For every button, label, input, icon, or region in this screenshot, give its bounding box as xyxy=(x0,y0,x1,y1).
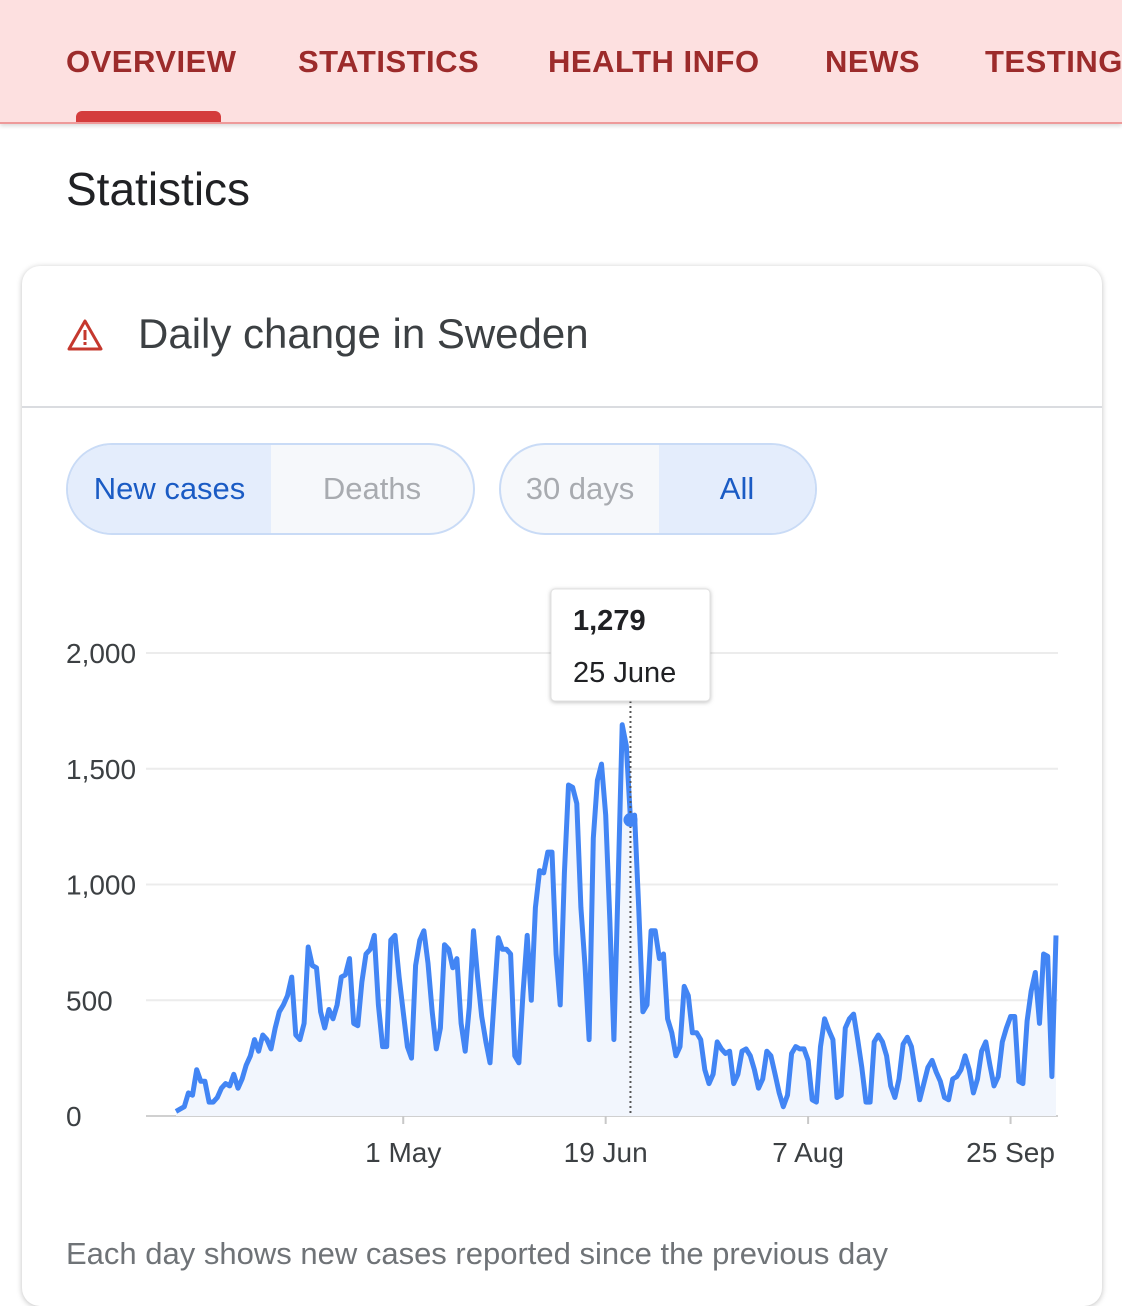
range-toggle: 30 days All xyxy=(499,443,817,535)
tooltip-point xyxy=(623,812,638,827)
chart: 0 500 1,000 1,500 2,000 1 May 19 Jun 7 Aug 25 Se… xyxy=(66,588,1059,1168)
tab[interactable]: TESTING xyxy=(985,44,1122,79)
y-tick-label: 1,500 xyxy=(66,754,136,785)
line xyxy=(174,722,1059,1114)
y-tick-label: 500 xyxy=(66,985,113,1016)
warning-icon xyxy=(67,319,103,351)
nav-bar: OVERVIEW STATISTICS HEALTH INFO NEWS TES… xyxy=(0,0,1122,124)
active-indicator xyxy=(76,111,221,122)
tab[interactable]: STATISTICS xyxy=(298,44,480,79)
y-tick-label: 1,000 xyxy=(66,870,136,901)
x-tick-label: 25 Sep xyxy=(966,1137,1055,1168)
card: Daily change in Sweden New cases Deaths … xyxy=(22,266,1102,1306)
tab[interactable]: NEWS xyxy=(825,44,920,79)
page: OVERVIEW STATISTICS HEALTH INFO NEWS TES… xyxy=(0,0,1122,1271)
heading: Statistics xyxy=(66,163,251,215)
metric-toggle: New cases Deaths xyxy=(66,443,475,535)
toggle-option[interactable]: 30 days xyxy=(525,471,635,506)
tooltip-date: 25 June xyxy=(573,657,676,689)
area xyxy=(176,724,1056,1116)
tab[interactable]: HEALTH INFO xyxy=(548,44,760,79)
tooltip-box xyxy=(550,588,711,702)
card-title: Daily change in Sweden xyxy=(138,310,589,357)
divider xyxy=(22,406,1102,408)
tooltip-value: 1,279 xyxy=(573,605,646,637)
y-tick-label: 0 xyxy=(66,1101,82,1132)
footnote: Each day shows new cases reported since … xyxy=(66,1236,888,1271)
toggle-option[interactable]: New cases xyxy=(68,445,271,533)
toggle-option[interactable]: Deaths xyxy=(322,471,422,506)
toggle-option[interactable]: All xyxy=(659,445,815,533)
x-tick-label: 19 Jun xyxy=(564,1137,648,1168)
x-tick-label: 1 May xyxy=(365,1137,441,1168)
y-tick-label: 2,000 xyxy=(66,638,136,669)
tab[interactable]: OVERVIEW xyxy=(66,44,237,79)
x-tick-label: 7 Aug xyxy=(772,1137,844,1168)
